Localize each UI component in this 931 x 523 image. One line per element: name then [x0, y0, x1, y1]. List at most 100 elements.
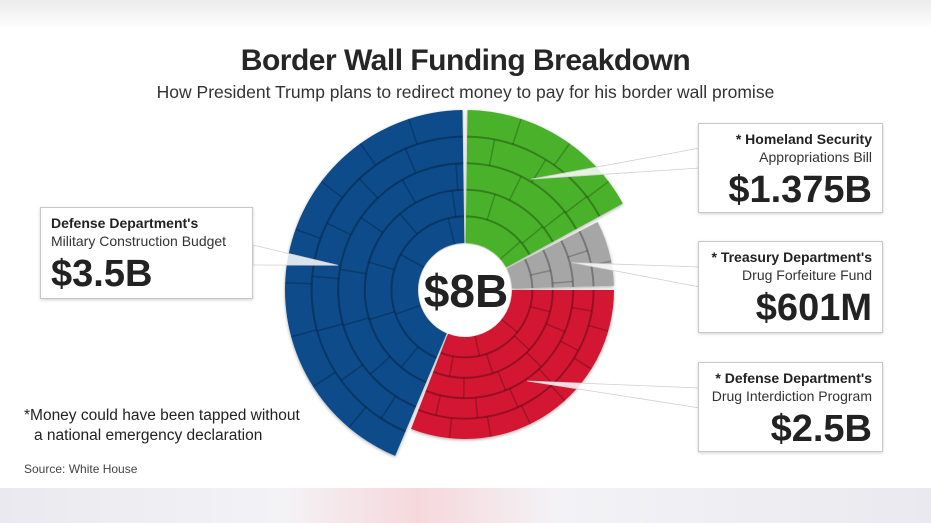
callout-interdiction-line2: Drug Interdiction Program: [711, 388, 872, 404]
slice-texture-joint: [486, 194, 496, 221]
slice-texture-joint: [348, 406, 367, 428]
donut-center: [419, 244, 511, 336]
slice-texture-joint: [369, 311, 395, 321]
slice-texture-joint: [290, 329, 318, 338]
slice-texture-joint: [401, 179, 417, 204]
chart-subtitle: How President Trump plans to redirect mo…: [156, 82, 775, 102]
slice-texture-joint: [447, 218, 456, 245]
slice-texture-joint: [543, 211, 566, 229]
slice-texture-joint: [530, 305, 551, 313]
slice-texture-joint: [395, 304, 421, 315]
callout-military-construction: Defense Department's Military Constructi…: [40, 207, 253, 299]
slice-texture-joint: [312, 371, 336, 388]
slice-texture-joint: [545, 323, 566, 333]
slice-texture-joint: [360, 216, 384, 234]
slice-texture-ring: [425, 289, 575, 400]
slice-texture-joint: [316, 323, 344, 332]
slice-texture-joint: [497, 371, 507, 391]
slice-texture-ring: [466, 215, 531, 256]
slice-texture-joint: [508, 176, 522, 201]
callout-treasury-line1: * Treasury Department's: [711, 249, 872, 265]
slice-military: [285, 110, 465, 456]
slice-texture-joint: [380, 395, 397, 419]
slice-texture-joint: [320, 180, 344, 199]
slice-texture-joint: [400, 346, 419, 368]
slice-texture-ring: [560, 240, 575, 287]
callout-interdiction-line1: * Defense Department's: [715, 370, 872, 386]
slice-texture-joint: [553, 143, 571, 166]
slice-texture-joint: [455, 163, 459, 191]
slice-texture-joint: [512, 118, 522, 145]
footnote-line1: *Money could have been tapped without: [24, 407, 300, 424]
slice-texture-joint: [340, 364, 364, 382]
slice-texture-joint: [565, 195, 588, 214]
slice-texture-joint: [474, 397, 479, 419]
slice-texture-joint: [285, 281, 312, 285]
bottom-banner-strip: [0, 488, 931, 523]
donut-slices: [285, 110, 623, 456]
slice-texture-joint: [295, 228, 321, 240]
total-label: $8B: [423, 265, 509, 317]
callout-homeland-line1: * Homeland Security: [735, 131, 872, 147]
callout-military-value: $3.5B: [51, 253, 153, 295]
slice-texture-joint: [586, 180, 610, 199]
slice-texture-joint: [521, 226, 544, 245]
slice-texture-joint: [448, 417, 453, 439]
slice-texture-ring: [467, 135, 601, 217]
slice-texture-joint: [567, 250, 588, 258]
slice-texture-joint: [400, 253, 425, 268]
slice-texture-joint: [359, 143, 377, 166]
slice-texture-joint: [435, 395, 442, 416]
callout-homeland-security: * Homeland Security Appropriations Bill …: [698, 123, 883, 213]
slice-texture-ring: [418, 289, 595, 420]
callout-treasury: * Treasury Department's Drug Forfeiture …: [698, 241, 883, 333]
callout-pointers: [252, 147, 701, 409]
slice-texture-joint: [526, 351, 542, 368]
slice-texture-ring: [524, 258, 534, 289]
slice-texture-joint: [520, 405, 532, 425]
slice-texture-ring: [578, 230, 595, 287]
callout-treasury-line2: Drug Forfeiture Fund: [742, 267, 872, 283]
chart-title: Border Wall Funding Breakdown: [0, 44, 931, 78]
slice-texture-joint: [552, 280, 573, 284]
slice-texture-joint: [448, 356, 454, 377]
slice-texture-joint: [399, 213, 418, 235]
slice-texture-joint: [451, 190, 457, 218]
slice-texture-joint: [530, 269, 551, 276]
callout-military-line2: Military Construction Budget: [51, 233, 227, 249]
callout-drug-interdiction: * Defense Department's Drug Interdiction…: [698, 362, 883, 452]
slice-texture-joint: [538, 368, 554, 385]
slice-texture-joint: [508, 388, 519, 408]
slice-texture-joint: [499, 240, 521, 260]
slice-texture-ring: [542, 249, 554, 288]
callout-homeland-line2: Appropriations Bill: [759, 149, 872, 165]
slice-texture-joint: [326, 222, 352, 236]
slice-texture-joint: [485, 353, 494, 374]
callout-treasury-value: $601M: [755, 287, 872, 329]
callout-interdiction-value: $2.5B: [770, 408, 872, 450]
slice-texture-joint: [404, 148, 417, 174]
callout-military-line1: Defense Department's: [51, 215, 199, 231]
slice-texture-joint: [486, 416, 492, 437]
slice-interdiction: [411, 289, 614, 439]
footnote-line2: a national emergency declaration: [34, 427, 263, 444]
footnote: *Money could have been tapped without a …: [24, 406, 324, 446]
slice-texture-joint: [368, 261, 395, 271]
slice-texture-ring: [337, 162, 464, 408]
slice-homeland: [465, 110, 623, 268]
slice-texture-ring: [440, 289, 534, 359]
slice-treasury: [506, 222, 614, 289]
top-banner-strip: [0, 0, 931, 30]
slice-texture-joint: [588, 324, 609, 332]
title-emphasis: Breakdown: [533, 44, 691, 77]
slice-texture-ring: [390, 215, 464, 359]
slice-texture-joint: [488, 139, 496, 166]
slice-texture-ring: [363, 188, 464, 384]
slice-texture-joint: [312, 275, 339, 280]
slice-texture-joint: [339, 268, 367, 275]
slice-texture-joint: [560, 340, 579, 352]
slice-texture-joint: [358, 178, 379, 199]
slice-texture-ring: [466, 188, 554, 243]
slice-texture-joint: [550, 385, 566, 402]
